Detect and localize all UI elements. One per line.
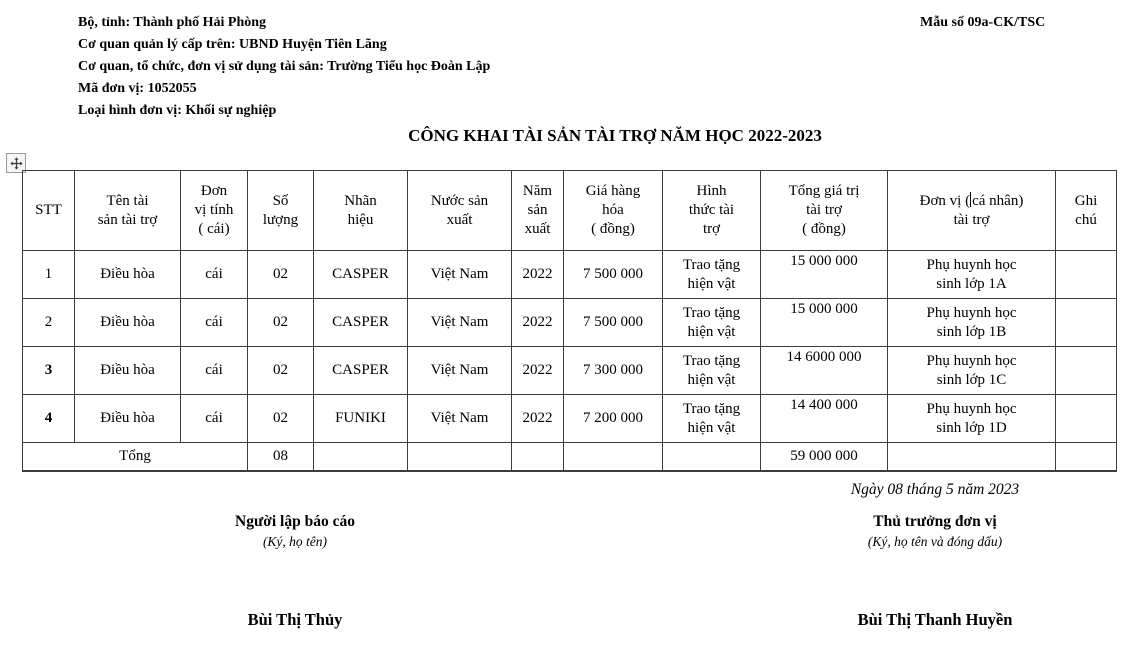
table-cell: 15 000 000	[760, 298, 888, 347]
table-cell: 14 400 000	[760, 394, 888, 443]
table-cell: cái	[180, 298, 248, 347]
table-cell	[1055, 298, 1117, 347]
sponsored-assets-table: STT Tên tài sản tài trợ Đơn vị tính ( cái)…	[22, 170, 1117, 472]
table-row: 3 Điều hòa cái 02 CASPER Việt Nam 2022 7 300 00…	[22, 346, 1117, 395]
table-cell: 59 000 000	[760, 442, 888, 471]
table-cell: cái	[180, 250, 248, 299]
table-move-handle-icon[interactable]	[6, 153, 26, 173]
table-cell: 7 200 000	[563, 394, 663, 443]
preparer-sign-note: (Ký, họ tên)	[262, 534, 328, 549]
table-cell: Việt Nam	[407, 250, 512, 299]
table-cell: 02	[247, 346, 314, 395]
table-cell: 2022	[511, 394, 564, 443]
table-cell: CASPER	[313, 250, 408, 299]
asset-table-wrapper: STT Tên tài sản tài trợ Đơn vị tính ( cái)…	[22, 170, 1117, 472]
table-cell: Phụ huynh học sinh lớp 1C	[887, 346, 1056, 395]
table-total-row: Tổng 08 59 000 000	[22, 442, 1117, 471]
head-role: Thủ trưởng đơn vị	[873, 513, 997, 530]
table-cell	[407, 442, 512, 471]
org-header-line-agency: Cơ quan quản lý cấp trên: UBND Huyện Tiê…	[78, 37, 387, 52]
column-header-3: Số lượng	[247, 170, 314, 251]
table-cell: Phụ huynh học sinh lớp 1B	[887, 298, 1056, 347]
column-header-7: Giá hàng hóa ( đồng)	[563, 170, 663, 251]
table-cell	[1055, 346, 1117, 395]
preparer-signature-block: Người lập báo cáo (Ký, họ tên)	[120, 513, 470, 550]
table-cell: Trao tặng hiện vật	[662, 394, 761, 443]
table-cell: Việt Nam	[407, 346, 512, 395]
form-number: Mẫu số 09a-CK/TSC	[920, 15, 1046, 30]
org-header-block: Bộ, tỉnh: Thành phố Hải Phòng Cơ quan qu…	[78, 12, 490, 122]
table-cell: 3	[22, 346, 75, 395]
table-cell	[1055, 442, 1117, 471]
table-cell	[887, 442, 1056, 471]
four-way-move-arrow-icon	[9, 156, 23, 170]
table-cell: 2022	[511, 346, 564, 395]
table-cell: Việt Nam	[407, 298, 512, 347]
table-cell: 02	[247, 250, 314, 299]
table-cell: CASPER	[313, 346, 408, 395]
table-cell: Tổng	[22, 442, 248, 471]
table-cell: 7 500 000	[563, 250, 663, 299]
column-header-11: Ghi chú	[1055, 170, 1117, 251]
preparer-role: Người lập báo cáo	[235, 513, 355, 530]
table-cell: cái	[180, 394, 248, 443]
column-header-4: Nhãn hiệu	[313, 170, 408, 251]
table-cell: Trao tặng hiện vật	[662, 298, 761, 347]
table-cell: Việt Nam	[407, 394, 512, 443]
table-cell: Trao tặng hiện vật	[662, 250, 761, 299]
column-header-5: Nước sản xuất	[407, 170, 512, 251]
head-signature-block: Thủ trưởng đơn vị (Ký, họ tên và đóng dấ…	[740, 513, 1130, 550]
table-cell	[511, 442, 564, 471]
org-header-line-unit-type: Loại hình đơn vị: Khối sự nghiệp	[78, 103, 277, 118]
table-cell: 14 6000 000	[760, 346, 888, 395]
preparer-name: Bùi Thị Thủy	[247, 610, 343, 629]
head-sign-note: (Ký, họ tên và đóng dấu)	[867, 534, 1003, 549]
table-cell: Điều hòa	[74, 298, 181, 347]
table-cell: 2	[22, 298, 75, 347]
table-cell: 4	[22, 394, 75, 443]
table-cell: CASPER	[313, 298, 408, 347]
column-header-1: Tên tài sản tài trợ	[74, 170, 181, 251]
column-header-0: STT	[22, 170, 75, 251]
table-cell: Phụ huynh học sinh lớp 1A	[887, 250, 1056, 299]
column-header-6: Năm sản xuất	[511, 170, 564, 251]
column-header-2: Đơn vị tính ( cái)	[180, 170, 248, 251]
table-header-row: STT Tên tài sản tài trợ Đơn vị tính ( cái)…	[22, 170, 1117, 251]
table-row: 4 Điều hòa cái 02 FUNIKI Việt Nam 2022 7 200 00…	[22, 394, 1117, 443]
table-cell: 08	[247, 442, 314, 471]
table-cell: FUNIKI	[313, 394, 408, 443]
table-cell: 2022	[511, 298, 564, 347]
table-cell: 02	[247, 298, 314, 347]
org-header-line-unit: Cơ quan, tổ chức, đơn vị sử dụng tài sản…	[78, 59, 491, 74]
table-cell	[662, 442, 761, 471]
column-header-10: Đơn vị (cá nhân) tài trợ	[887, 170, 1056, 251]
table-cell: 1	[22, 250, 75, 299]
table-cell: Trao tặng hiện vật	[662, 346, 761, 395]
org-header-line-ministry: Bộ, tỉnh: Thành phố Hải Phòng	[78, 15, 267, 30]
table-cell: Phụ huynh học sinh lớp 1D	[887, 394, 1056, 443]
text-cursor	[970, 191, 972, 207]
table-cell	[1055, 394, 1117, 443]
table-cell: 15 000 000	[760, 250, 888, 299]
org-header-line-unit-code: Mã đơn vị: 1052055	[78, 81, 197, 96]
head-name: Bùi Thị Thanh Huyền	[857, 610, 1013, 629]
table-row: 1 Điều hòa cái 02 CASPER Việt Nam 2022 7 500 00…	[22, 250, 1117, 299]
column-header-9: Tổng giá trị tài trợ ( đồng)	[760, 170, 888, 251]
table-cell: cái	[180, 346, 248, 395]
table-cell	[563, 442, 663, 471]
table-cell: Điều hòa	[74, 394, 181, 443]
table-cell: 7 500 000	[563, 298, 663, 347]
table-cell: 7 300 000	[563, 346, 663, 395]
table-row: 2 Điều hòa cái 02 CASPER Việt Nam 2022 7 500 00…	[22, 298, 1117, 347]
table-cell: Điều hòa	[74, 346, 181, 395]
column-header-8: Hình thức tài trợ	[662, 170, 761, 251]
table-cell: Điều hòa	[74, 250, 181, 299]
page-title: CÔNG KHAI TÀI SẢN TÀI TRỢ NĂM HỌC 2022-2…	[408, 126, 822, 145]
date-line: Ngày 08 tháng 5 năm 2023	[850, 481, 1020, 498]
table-cell	[1055, 250, 1117, 299]
table-cell: 02	[247, 394, 314, 443]
table-cell: 2022	[511, 250, 564, 299]
table-cell	[313, 442, 408, 471]
